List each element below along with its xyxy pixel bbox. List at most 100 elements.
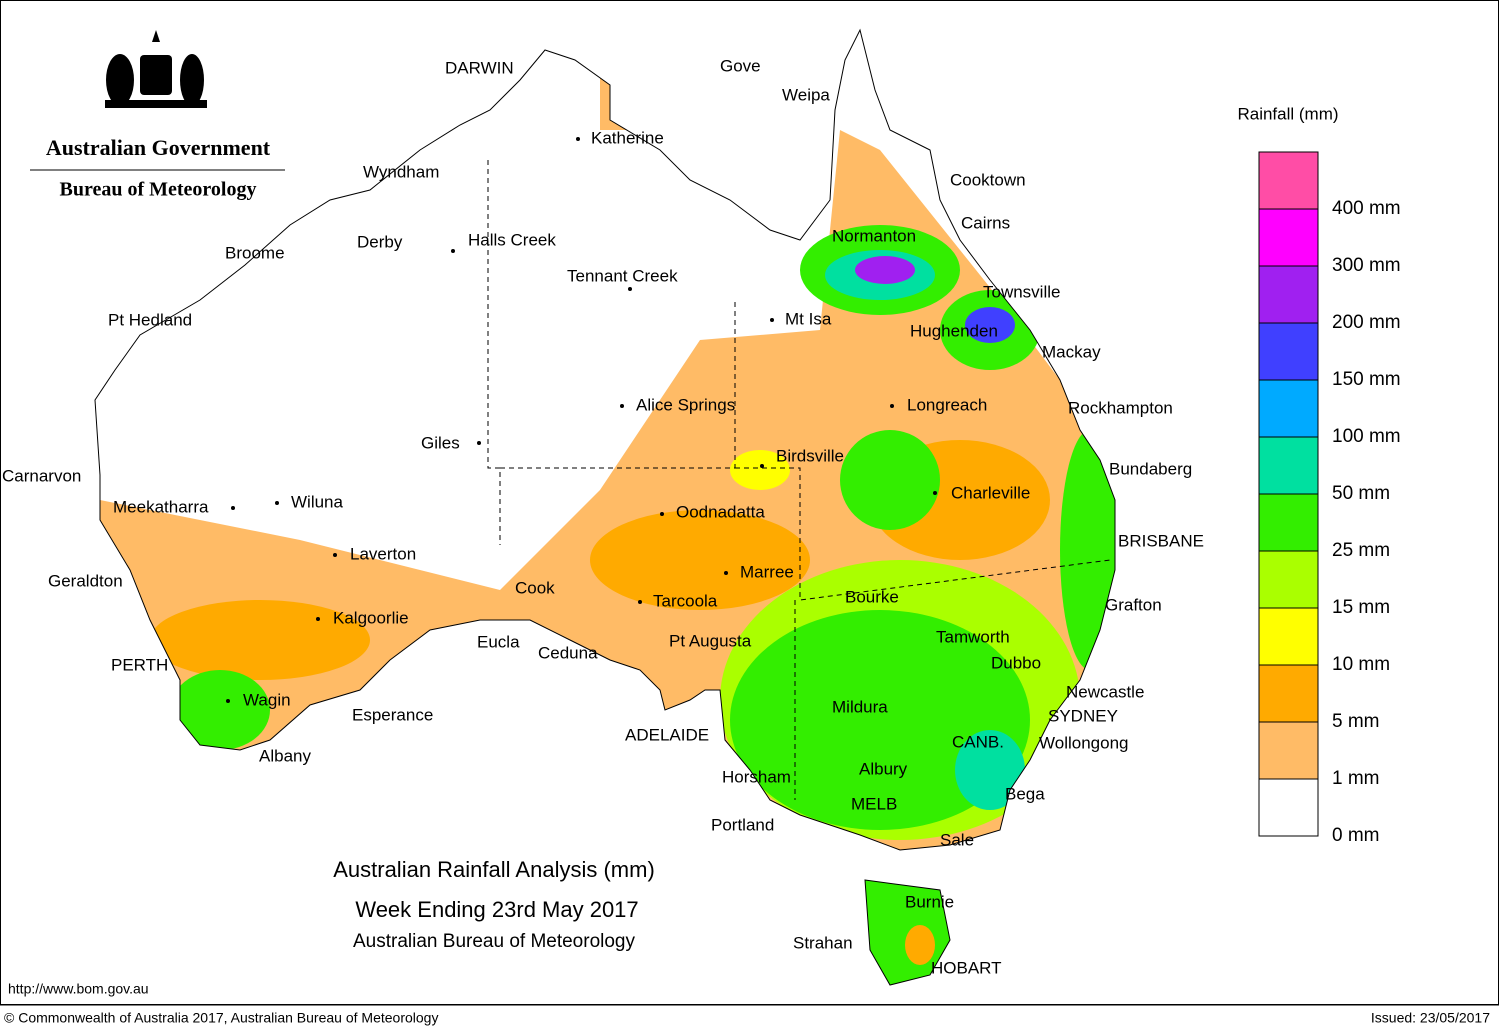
city-dot xyxy=(890,404,894,408)
city-label: Tarcoola xyxy=(653,591,718,610)
legend-swatch xyxy=(1258,151,1319,210)
city-dot xyxy=(477,441,481,445)
city-label: Wyndham xyxy=(363,162,439,181)
copyright: © Commonwealth of Australia 2017, Austra… xyxy=(4,1010,438,1026)
city-dot xyxy=(770,318,774,322)
legend-swatch xyxy=(1258,778,1319,837)
url: http://www.bom.gov.au xyxy=(8,981,149,997)
city-label: Newcastle xyxy=(1066,682,1144,701)
legend-swatch xyxy=(1258,607,1319,666)
bureau-name: Bureau of Meteorology xyxy=(59,179,256,201)
city-label: Dubbo xyxy=(991,653,1041,672)
city-label: Albury xyxy=(859,759,908,778)
title-line-1: Australian Rainfall Analysis (mm) xyxy=(333,857,655,882)
city-label: HOBART xyxy=(931,958,1002,977)
city-dot xyxy=(933,491,937,495)
city-label: Longreach xyxy=(907,395,987,414)
city-label: Kalgoorlie xyxy=(333,608,409,627)
city-dot xyxy=(333,553,337,557)
city-label: Pt Augusta xyxy=(669,631,752,650)
legend-swatch xyxy=(1258,550,1319,609)
city-dot xyxy=(724,571,728,575)
city-dot xyxy=(316,617,320,621)
legend-swatch xyxy=(1258,664,1319,723)
city-label: Rockhampton xyxy=(1068,398,1173,417)
legend-swatch xyxy=(1258,265,1319,324)
city-label: Charleville xyxy=(951,483,1030,502)
city-label: Pt Hedland xyxy=(108,310,192,329)
city-label: Esperance xyxy=(352,705,433,724)
city-dot xyxy=(451,249,455,253)
city-dot xyxy=(660,512,664,516)
city-label: Mildura xyxy=(832,697,888,716)
city-label: SYDNEY xyxy=(1048,706,1118,725)
legend-swatch xyxy=(1258,208,1319,267)
city-label: Oodnadatta xyxy=(676,502,765,521)
legend-swatch xyxy=(1258,493,1319,552)
city-label: Bega xyxy=(1005,784,1045,803)
city-label: Carnarvon xyxy=(2,466,81,485)
city-label: Halls Creek xyxy=(468,230,556,249)
city-label: Tamworth xyxy=(936,627,1010,646)
title-line-2: Week Ending 23rd May 2017 xyxy=(355,897,638,922)
city-label: Mt Isa xyxy=(785,309,832,328)
legend-label: 0 mm xyxy=(1332,825,1380,846)
city-dot xyxy=(628,287,632,291)
city-label: PERTH xyxy=(111,655,168,674)
city-label: Tennant Creek xyxy=(567,266,678,285)
city-label: CANB. xyxy=(952,732,1004,751)
city-label: Cooktown xyxy=(950,170,1026,189)
legend-label: 200 mm xyxy=(1332,312,1401,333)
city-label: Bourke xyxy=(845,587,899,606)
city-label: Albany xyxy=(259,746,311,765)
legend-label: 15 mm xyxy=(1332,597,1390,618)
city-label: MELB xyxy=(851,794,897,813)
city-label: Cook xyxy=(515,578,555,597)
legend-swatch xyxy=(1258,436,1319,495)
government-name: Australian Government xyxy=(46,135,271,160)
city-dot xyxy=(275,501,279,505)
city-label: Wollongong xyxy=(1039,733,1128,752)
city-label: Mackay xyxy=(1042,342,1101,361)
city-label: Gove xyxy=(720,56,761,75)
city-label: Weipa xyxy=(782,85,830,104)
legend-label: 10 mm xyxy=(1332,654,1390,675)
city-label: BRISBANE xyxy=(1118,531,1204,550)
city-label: Ceduna xyxy=(538,643,598,662)
city-label: Cairns xyxy=(961,213,1010,232)
city-label: Horsham xyxy=(722,767,791,786)
city-dot xyxy=(576,137,580,141)
city-label: Birdsville xyxy=(776,446,844,465)
city-label: Normanton xyxy=(832,226,916,245)
legend-label: 1 mm xyxy=(1332,768,1380,789)
city-label: Portland xyxy=(711,815,774,834)
legend-label: 5 mm xyxy=(1332,711,1380,732)
legend-label: 100 mm xyxy=(1332,426,1401,447)
city-label: Eucla xyxy=(477,632,520,651)
title-line-3: Australian Bureau of Meteorology xyxy=(353,931,635,952)
city-label: Laverton xyxy=(350,544,416,563)
legend-swatch xyxy=(1258,379,1319,438)
city-label: Meekatharra xyxy=(113,497,209,516)
city-label: ADELAIDE xyxy=(625,725,709,744)
issued: Issued: 23/05/2017 xyxy=(1371,1010,1490,1026)
legend-label: 400 mm xyxy=(1332,198,1401,219)
city-label: Geraldton xyxy=(48,571,123,590)
city-label: Grafton xyxy=(1105,595,1162,614)
city-label: Giles xyxy=(421,433,460,452)
city-label: Broome xyxy=(225,243,285,262)
city-label: Marree xyxy=(740,562,794,581)
city-label: Wagin xyxy=(243,690,291,709)
city-dot xyxy=(226,699,230,703)
coat-of-arms xyxy=(105,30,207,108)
legend-label: 300 mm xyxy=(1332,255,1401,276)
city-label: Wiluna xyxy=(291,492,344,511)
legend-label: 50 mm xyxy=(1332,483,1390,504)
legend-swatch xyxy=(1258,322,1319,381)
city-label: DARWIN xyxy=(445,58,514,77)
city-label: Bundaberg xyxy=(1109,459,1192,478)
legend-label: 25 mm xyxy=(1332,540,1390,561)
city-label: Alice Springs xyxy=(636,395,735,414)
